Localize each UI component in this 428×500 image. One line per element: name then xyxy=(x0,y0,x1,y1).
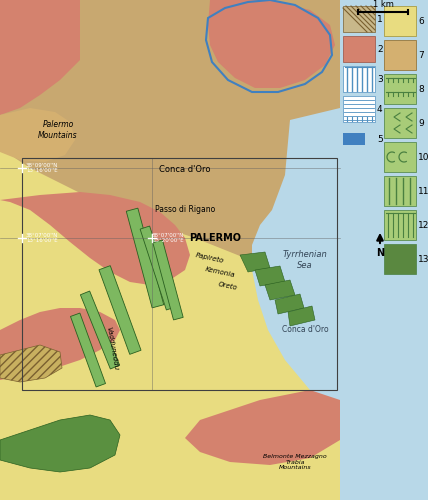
Bar xyxy=(384,176,416,206)
Bar xyxy=(384,244,416,274)
Text: 2: 2 xyxy=(377,44,383,54)
Text: Palermo
Mountains: Palermo Mountains xyxy=(38,120,78,140)
Text: Oreto: Oreto xyxy=(218,281,238,291)
Polygon shape xyxy=(0,345,62,382)
Polygon shape xyxy=(288,306,315,326)
Polygon shape xyxy=(0,108,75,162)
Text: 3: 3 xyxy=(377,74,383,84)
Polygon shape xyxy=(99,266,141,354)
Text: 4: 4 xyxy=(377,104,383,114)
Bar xyxy=(343,36,375,62)
Text: 11: 11 xyxy=(418,186,428,196)
Text: 1: 1 xyxy=(377,14,383,24)
Polygon shape xyxy=(240,252,270,272)
Bar xyxy=(384,108,416,138)
Bar xyxy=(384,74,416,104)
Polygon shape xyxy=(126,208,164,308)
Text: Tyrrhenian
Sea: Tyrrhenian Sea xyxy=(282,250,327,270)
Text: 5: 5 xyxy=(377,134,383,143)
Polygon shape xyxy=(140,226,176,310)
Bar xyxy=(384,142,416,172)
Text: 13: 13 xyxy=(418,254,428,264)
Polygon shape xyxy=(275,294,304,314)
Bar xyxy=(384,6,416,36)
Bar xyxy=(343,96,375,122)
Bar xyxy=(384,210,416,240)
Bar xyxy=(22,158,337,390)
Text: Passo di Rigano: Passo di Rigano xyxy=(155,206,215,214)
Text: 9: 9 xyxy=(418,118,424,128)
Polygon shape xyxy=(0,192,190,285)
Text: Kemonia: Kemonia xyxy=(205,266,235,278)
Polygon shape xyxy=(0,140,340,500)
Polygon shape xyxy=(0,0,80,115)
Polygon shape xyxy=(208,0,335,88)
Text: Papireto: Papireto xyxy=(195,252,225,264)
Text: 38°07'00''N
13°20'00''E: 38°07'00''N 13°20'00''E xyxy=(152,232,184,243)
Text: 8: 8 xyxy=(418,84,424,94)
Text: Conca d'Oro: Conca d'Oro xyxy=(282,326,328,334)
Polygon shape xyxy=(252,108,340,400)
Polygon shape xyxy=(80,291,119,369)
Polygon shape xyxy=(71,313,106,387)
Polygon shape xyxy=(0,415,120,472)
Bar xyxy=(343,6,375,32)
Polygon shape xyxy=(153,240,183,320)
Bar xyxy=(343,66,375,92)
Text: 6: 6 xyxy=(418,16,424,26)
Polygon shape xyxy=(185,390,340,465)
Text: N: N xyxy=(376,248,384,258)
Bar xyxy=(384,40,416,70)
Text: 1 km: 1 km xyxy=(372,0,393,9)
Text: 38°09'00''N
13°16'00''E: 38°09'00''N 13°16'00''E xyxy=(26,162,58,173)
Text: PALERMO: PALERMO xyxy=(189,233,241,243)
Text: Conca d'Oro: Conca d'Oro xyxy=(159,166,211,174)
Polygon shape xyxy=(265,280,295,300)
Bar xyxy=(0,0,340,500)
Text: Belmonte Mezzagno
Trabia
Mountains: Belmonte Mezzagno Trabia Mountains xyxy=(263,454,327,470)
Polygon shape xyxy=(0,308,120,380)
Text: 38°07'00''N
13°16'00''E: 38°07'00''N 13°16'00''E xyxy=(26,232,58,243)
Text: Vadduneddu: Vadduneddu xyxy=(105,326,119,370)
Bar xyxy=(343,133,366,145)
Text: 7: 7 xyxy=(418,50,424,59)
Text: 10: 10 xyxy=(418,152,428,162)
Text: 12: 12 xyxy=(418,220,428,230)
Polygon shape xyxy=(255,266,285,286)
